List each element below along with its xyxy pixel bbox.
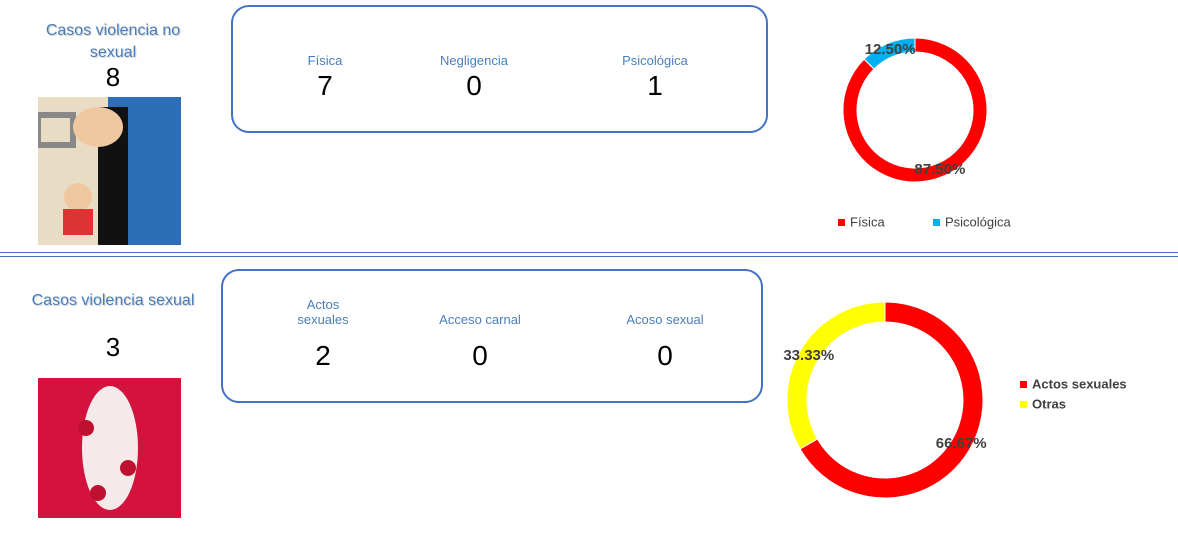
data-label: 87.50%: [914, 161, 965, 178]
stat-label: Acoso sexual: [605, 287, 725, 327]
section-total: 3: [73, 332, 153, 363]
legend-swatch: [1020, 401, 1027, 408]
stat-value: 0: [420, 340, 540, 372]
legend-label: Psicológica: [945, 214, 1012, 229]
dashboard: 87.50% 12.50% Física Psicológica 66.67% 33.33…: [0, 0, 1178, 539]
stat-label: Acceso carnal: [420, 287, 540, 327]
stat-label: Actos sexuales: [288, 287, 358, 327]
stat-label: Física: [265, 28, 385, 68]
stat-value: 7: [265, 70, 385, 102]
pie-slice: [787, 302, 885, 449]
section-title: Casos violencia sexual: [28, 290, 198, 312]
legend-label: Actos sexuales: [1032, 376, 1127, 391]
data-label: 66.67%: [936, 435, 987, 452]
legend-label: Física: [850, 214, 885, 229]
stat-value: 2: [263, 340, 383, 372]
charts: 87.50% 12.50% Física Psicológica 66.67% 33.33…: [0, 0, 1178, 539]
legend-swatch: [1020, 381, 1027, 388]
stat-label: Negligencia: [414, 28, 534, 68]
legend-swatch: [933, 219, 940, 226]
stat-value: 0: [414, 70, 534, 102]
legend-swatch: [838, 219, 845, 226]
stat-value: 1: [595, 70, 715, 102]
data-label: 12.50%: [865, 41, 916, 58]
data-label: 33.33%: [783, 347, 834, 364]
stat-value: 0: [605, 340, 725, 372]
section-title: Casos violencia no sexual: [28, 20, 198, 64]
stat-label: Psicológica: [595, 28, 715, 68]
section-total: 8: [73, 62, 153, 93]
legend-label: Otras: [1032, 396, 1066, 411]
